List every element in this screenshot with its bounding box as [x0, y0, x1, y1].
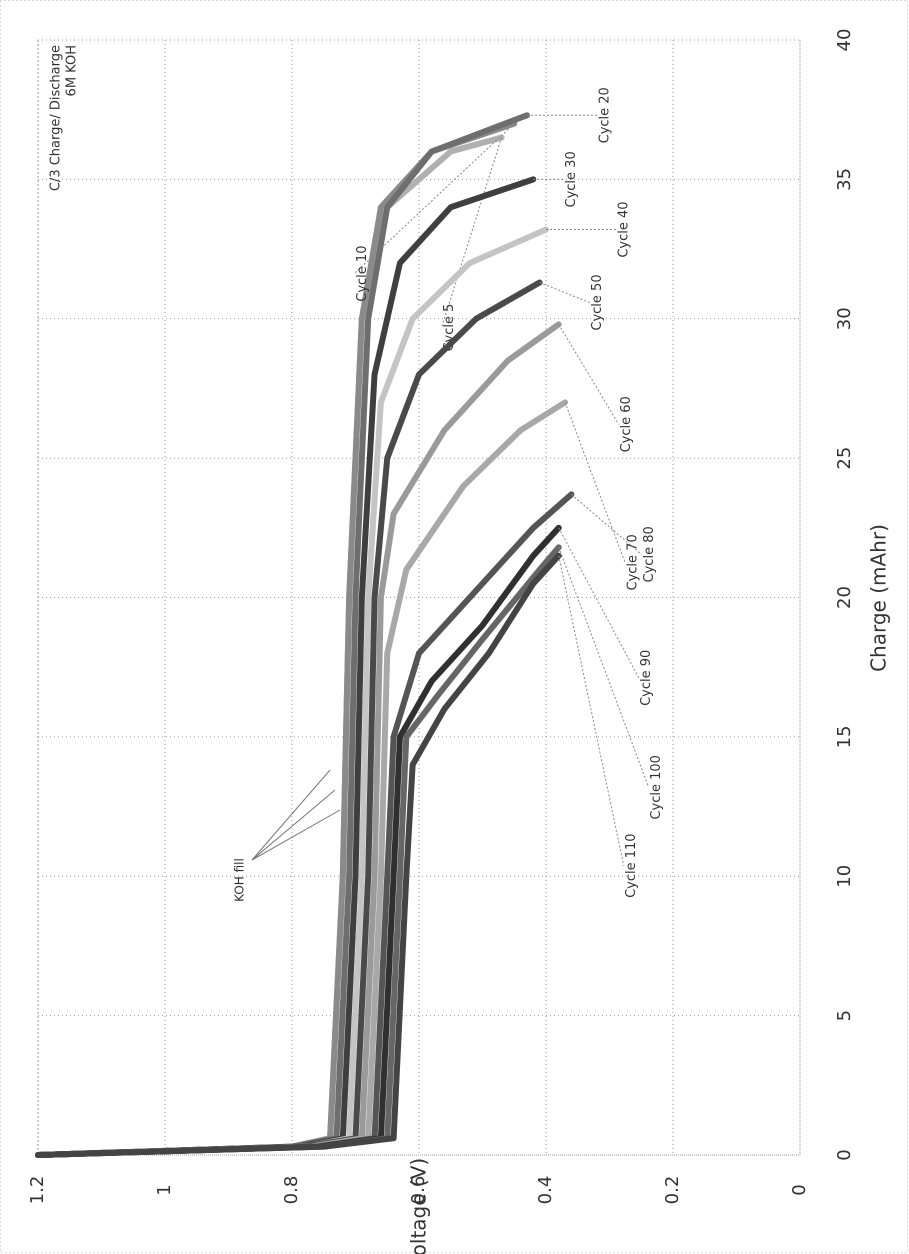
leader-line — [558, 527, 640, 679]
series-label: Cycle 30 — [564, 151, 579, 207]
leader-line — [558, 547, 650, 788]
series-label: Cycle 60 — [619, 396, 634, 452]
y-tick-label: 0.2 — [662, 1176, 683, 1205]
x-tick-label: 15 — [834, 725, 855, 748]
series-line — [35, 399, 569, 1158]
y-tick-label: 1 — [154, 1184, 175, 1195]
series-line — [35, 134, 505, 1158]
series-line — [35, 552, 562, 1158]
series-line — [35, 491, 575, 1158]
leader-line — [558, 324, 620, 425]
series-label: Cycle 20 — [597, 87, 612, 143]
series-label: Cycle 110 — [624, 833, 639, 897]
series-line — [35, 524, 562, 1158]
chart-title: C/3 Charge/ Discharge — [49, 45, 64, 191]
leader-line — [353, 123, 515, 274]
leader-line — [441, 137, 503, 328]
y-tick-label: 1.2 — [27, 1176, 48, 1205]
series-label: Cycle 100 — [649, 755, 664, 819]
y-tick-label: 0 — [789, 1184, 810, 1195]
annotation-arrows — [251, 769, 341, 861]
x-tick-label: 20 — [834, 586, 855, 609]
series-line — [35, 120, 518, 1158]
x-tick-label: 0 — [834, 1149, 855, 1160]
series-label: Cycle 10 — [355, 246, 370, 302]
series-label: Cycle 50 — [590, 274, 605, 330]
y-tick-label: 0.8 — [281, 1176, 302, 1205]
series-line — [35, 279, 543, 1158]
x-tick-label: 30 — [834, 307, 855, 330]
chart-subtitle: 6M KOH — [65, 45, 80, 96]
x-tick-label: 35 — [834, 168, 855, 191]
x-tick-label: 40 — [834, 29, 855, 52]
series-line — [35, 112, 530, 1158]
leader-line — [558, 555, 625, 866]
series-label: Cycle 80 — [642, 526, 657, 582]
y-tick-label: 0.6 — [408, 1176, 429, 1205]
series-label: Cycle 90 — [639, 650, 654, 706]
y-tick-label: 0.4 — [535, 1176, 556, 1205]
x-tick-label: 5 — [834, 1010, 855, 1021]
leader-line — [539, 282, 590, 303]
series-label: Cycle 70 — [626, 534, 641, 590]
x-tick-label: 25 — [834, 447, 855, 470]
series-label: Cycle 40 — [617, 201, 632, 257]
leader-line — [571, 493, 642, 555]
annotation: KOH fill — [233, 858, 247, 902]
series-line — [35, 544, 562, 1158]
series-line — [35, 321, 562, 1158]
x-tick-label: 10 — [834, 865, 855, 888]
x-axis-label: Charge (mAhr) — [867, 524, 891, 672]
y-axis-label: Cell Voltage (V) — [407, 1158, 431, 1254]
leader-line — [564, 402, 626, 563]
